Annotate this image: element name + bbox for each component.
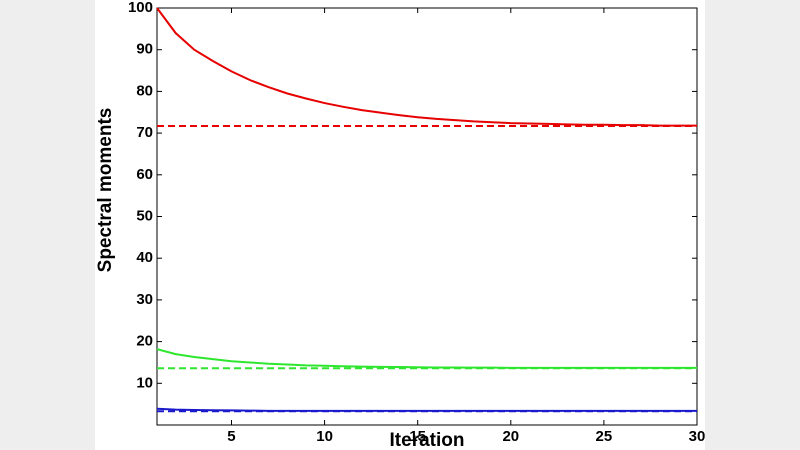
y-tick-label: 30 [136, 291, 153, 308]
y-tick-label: 90 [136, 41, 153, 58]
y-tick-label: 40 [136, 249, 153, 266]
x-tick-label: 5 [227, 428, 235, 445]
plot-frame [156, 7, 698, 426]
y-tick-label: 10 [136, 374, 153, 391]
y-tick-label: 50 [136, 207, 153, 224]
x-tick-label: 20 [502, 428, 519, 445]
x-axis-title: Iteration [390, 430, 465, 450]
y-tick-label: 20 [136, 333, 153, 350]
x-tick-label: 10 [316, 428, 333, 445]
x-tick-label: 25 [596, 428, 613, 445]
y-tick-label: 70 [136, 124, 153, 141]
y-tick-label: 80 [136, 82, 153, 99]
x-tick-label: 15 [409, 428, 426, 445]
x-tick-label: 30 [689, 428, 706, 445]
y-tick-label: 60 [136, 166, 153, 183]
y-axis-title: Spectral moments [95, 108, 116, 273]
series-line [156, 7, 697, 127]
y-tick-label: 100 [128, 0, 153, 16]
